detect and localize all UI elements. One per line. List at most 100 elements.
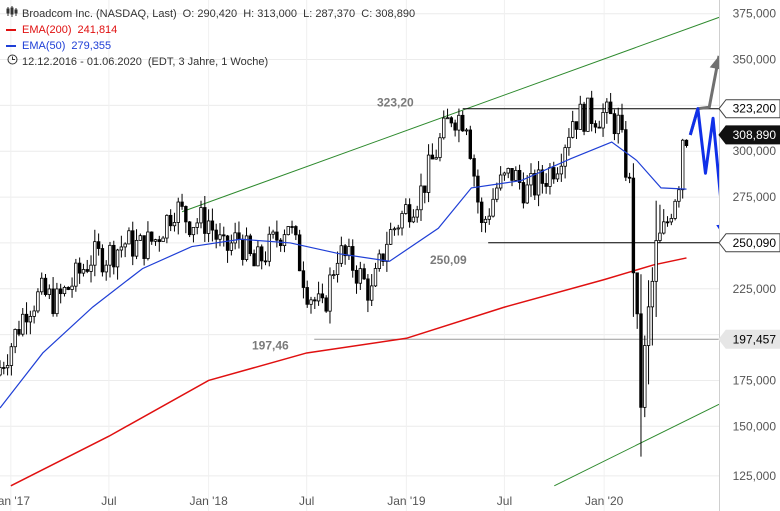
- last-price-label: 308,890: [733, 128, 777, 142]
- time-tick-label: Jan '17: [0, 494, 30, 508]
- candle-body: [131, 230, 135, 257]
- candle-body: [271, 231, 275, 235]
- price-tick-label: 175,000: [733, 373, 777, 387]
- candle-body: [684, 139, 689, 146]
- candle-body: [654, 240, 658, 282]
- candle-body: [199, 207, 203, 224]
- ema50-line: [0, 141, 687, 409]
- candle-body: [347, 246, 351, 257]
- candle-body: [252, 253, 256, 267]
- ema200-value: 241,814: [77, 24, 118, 36]
- candle-body: [495, 187, 499, 200]
- legend-ema200-row: EMA(200) 241,814: [6, 22, 415, 38]
- candle-body: [32, 310, 36, 317]
- candle-body: [229, 242, 234, 251]
- candle-body: [669, 218, 674, 223]
- candle-body: [127, 230, 131, 245]
- level-axis-label-box: [718, 329, 780, 349]
- trendline: [181, 16, 720, 213]
- candle-body: [479, 201, 484, 223]
- candle-body: [275, 231, 279, 241]
- candle-body: [320, 293, 325, 299]
- candle-body: [411, 216, 416, 223]
- candle-body: [81, 269, 86, 274]
- candle-body: [9, 346, 14, 366]
- candle-body: [297, 234, 302, 272]
- horizontal-levels: 323,20 250,09 197,46: [252, 96, 719, 352]
- candle-body: [165, 214, 169, 239]
- candle-body: [525, 184, 529, 204]
- candle-body: [366, 278, 370, 301]
- period-note: (EDT, 3 Jahre, 1 Woche): [147, 56, 269, 68]
- candle-body: [233, 232, 237, 244]
- instrument-title: Broadcom Inc. (NASDAQ, Last): [22, 8, 177, 20]
- candle-body: [153, 239, 158, 242]
- candle-body: [510, 168, 514, 181]
- price-tick-label: 375,000: [733, 7, 777, 21]
- ema200-swatch: [6, 29, 16, 31]
- candle-body: [328, 274, 332, 312]
- ema50-swatch: [6, 45, 16, 47]
- candle-body: [286, 226, 290, 236]
- price-tick-label: 225,000: [733, 282, 777, 296]
- candle-body: [616, 114, 620, 135]
- candle-body: [248, 235, 253, 254]
- candle-body: [157, 239, 161, 242]
- candle-body: [62, 286, 67, 295]
- candle-body: [294, 226, 298, 236]
- candle-body: [563, 147, 567, 167]
- candle-body: [96, 241, 101, 249]
- candle-body: [290, 226, 294, 228]
- candle-body: [536, 169, 541, 196]
- candle-body: [47, 288, 52, 295]
- candle-body: [112, 244, 116, 268]
- candle-body: [172, 222, 177, 227]
- candle-body: [377, 253, 381, 269]
- grid-lines: [0, 0, 719, 511]
- candle-body: [639, 313, 643, 408]
- candle-body: [40, 277, 44, 293]
- candle-body: [13, 329, 17, 348]
- candle-body: [335, 262, 340, 276]
- candle-body: [203, 207, 207, 234]
- candle-body: [282, 234, 287, 247]
- candle-body: [571, 121, 575, 138]
- candle-body: [256, 246, 260, 267]
- candle-body: [28, 316, 33, 323]
- candle-body: [491, 198, 495, 217]
- price-tick-label: 300,000: [733, 144, 777, 158]
- candle-body: [472, 158, 476, 177]
- last-price-label-box: [718, 125, 780, 145]
- candle-body: [89, 264, 93, 272]
- candle-body: [187, 221, 192, 236]
- candle-body: [434, 157, 438, 160]
- candle-body: [608, 101, 613, 115]
- candle-body: [464, 129, 469, 132]
- candle-body: [191, 226, 196, 236]
- candle-body: [373, 268, 378, 287]
- candle-body: [567, 136, 571, 149]
- candlesticks: [0, 90, 689, 457]
- candle-body: [502, 172, 507, 176]
- candle-body: [449, 117, 454, 124]
- candle-body: [438, 137, 442, 158]
- price-tick-label: 275,000: [733, 190, 777, 204]
- candle-body: [597, 126, 601, 129]
- candle-body: [533, 173, 537, 196]
- candle-body: [104, 264, 108, 273]
- candle-body: [184, 206, 188, 223]
- legend-title-row: Broadcom Inc. (NASDAQ, Last) O: 290,420 …: [6, 6, 415, 22]
- candle-body: [601, 112, 605, 129]
- candle-body: [267, 233, 271, 262]
- candle-body: [278, 239, 283, 247]
- candle-body: [138, 235, 143, 241]
- candle-body: [419, 185, 423, 211]
- candle-body: [343, 245, 347, 257]
- candle-body: [521, 182, 526, 204]
- candle-body: [468, 129, 473, 159]
- candle-body: [301, 270, 306, 288]
- candle-body: [593, 123, 598, 128]
- candle-body: [77, 262, 82, 274]
- candle-body: [548, 167, 552, 187]
- candle-body: [0, 367, 2, 376]
